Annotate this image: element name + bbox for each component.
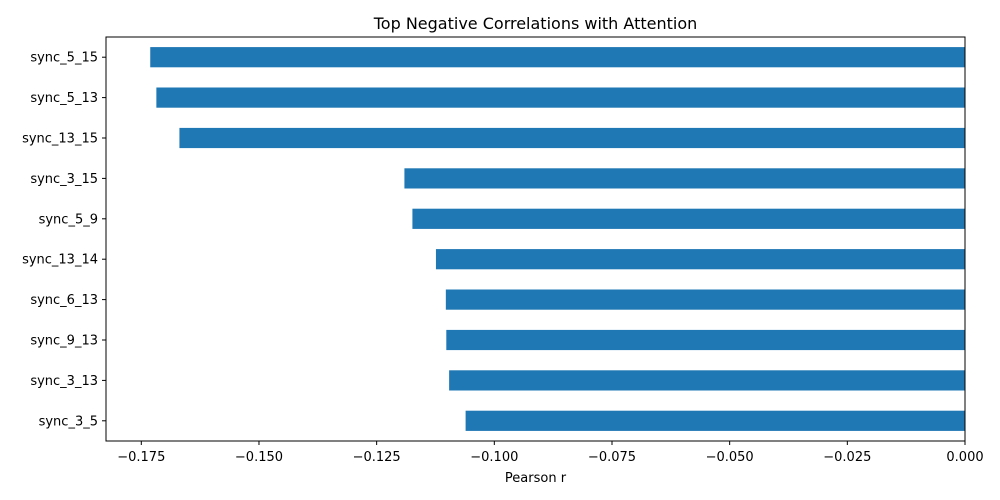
bar-sync_5_9 bbox=[412, 208, 965, 229]
bar-sync_3_5 bbox=[465, 410, 965, 431]
x-tick-label: −0.025 bbox=[823, 450, 871, 465]
plot-frame bbox=[105, 36, 966, 442]
y-tick-label: sync_3_13 bbox=[30, 374, 98, 389]
y-tick-label: sync_5_15 bbox=[30, 51, 98, 66]
y-tick-label: sync_6_13 bbox=[30, 293, 98, 308]
y-tick-label: sync_5_13 bbox=[30, 91, 98, 106]
y-tick-label: sync_5_9 bbox=[39, 212, 98, 227]
x-tick-label: 0.000 bbox=[946, 450, 983, 465]
bars-group bbox=[150, 47, 966, 431]
bar-sync_13_15 bbox=[179, 127, 965, 149]
bar-sync_13_14 bbox=[435, 249, 965, 270]
y-tick-label: sync_9_13 bbox=[30, 334, 98, 349]
y-tick-labels: sync_5_15 sync_5_13 sync_13_15 sync_3_15syn… bbox=[22, 51, 106, 429]
x-tick-label: −0.100 bbox=[470, 450, 518, 465]
x-tick-label: −0.050 bbox=[706, 450, 754, 465]
y-tick-label: sync_13_14 bbox=[22, 253, 98, 268]
bar-sync_3_15 bbox=[404, 168, 965, 189]
x-tick-label: −0.125 bbox=[353, 450, 401, 465]
bar-sync_5_15 bbox=[150, 47, 965, 68]
y-tick-label: sync_13_15 bbox=[22, 132, 98, 147]
x-axis-label: Pearson r bbox=[505, 471, 567, 486]
bar-sync_3_13 bbox=[449, 370, 966, 391]
x-tick-label: −0.075 bbox=[588, 450, 636, 465]
bar-sync_5_13 bbox=[156, 87, 965, 108]
x-tick-label: −0.175 bbox=[117, 450, 165, 465]
bar-sync_9_13 bbox=[446, 329, 966, 351]
y-tick-label: sync_3_5 bbox=[39, 414, 98, 429]
y-tick-label: sync_3_15 bbox=[30, 172, 98, 187]
x-tick-label: −0.150 bbox=[235, 450, 283, 465]
bar-sync_6_13 bbox=[445, 289, 965, 310]
x-ticks: −0.175 −0.150 −0.125 −0.100 −0.075 −0.050 −0.0… bbox=[117, 441, 984, 465]
chart-title: Top Negative Correlations with Attention bbox=[373, 14, 698, 33]
